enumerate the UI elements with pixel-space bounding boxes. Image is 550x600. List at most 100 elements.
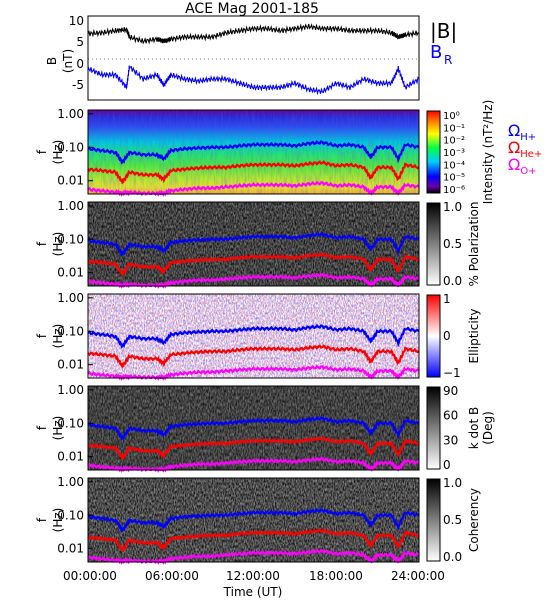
freq-tick: 0.01 <box>57 174 84 188</box>
intensity-colorbar <box>426 110 441 194</box>
freq-label-unit: (Hz) <box>51 140 65 165</box>
legend-b-r-sub: R <box>444 53 452 67</box>
panel-k-dot-b: 1.00 0.10 0.01 f (Hz) 90 60 30 0 k dot B (Deg) <box>35 383 495 473</box>
colorbar-label: k dot B <box>467 407 481 449</box>
intensity-texture <box>88 110 419 194</box>
colorbar-label: Ellipticity <box>467 309 481 364</box>
omega-he-line <box>87 160 420 185</box>
colorbar-tick: 10⁻⁵ <box>443 173 465 184</box>
panel-ellipticity: 1.00 0.10 0.01 f (Hz) 1 0 −1 Ellipticity <box>35 291 481 381</box>
plot-frame <box>87 201 420 287</box>
b-r-line <box>87 65 420 96</box>
colorbar-tick: 10⁻² <box>443 136 465 147</box>
time-tick: 06:00:00 <box>145 569 199 583</box>
panel-b-field: 10 5 0 -5 B (nT) |B| B R <box>45 14 457 101</box>
colorbar-tick: 10⁻⁴ <box>443 160 465 171</box>
legend-b-r: B <box>430 42 442 63</box>
colorbar-tick: 0.0 <box>443 550 462 564</box>
freq-label-unit: (Hz) <box>51 508 65 533</box>
colorbar-tick: 1 <box>443 292 451 306</box>
omega-h-line <box>87 507 420 533</box>
colorbar-label: Intensity (nT²/Hz) <box>481 100 495 205</box>
panel-coherency: 1.00 0.10 0.01 f (Hz) 1.0 0.5 0.0 Coherency <box>35 475 481 565</box>
freq-label-unit: (Hz) <box>51 416 65 441</box>
k-dot-b-colorbar <box>426 386 441 470</box>
freq-tick: 0.01 <box>57 358 84 372</box>
b-ytick: 10 <box>69 14 84 28</box>
omega-h-line <box>87 231 420 257</box>
colorbar-tick: 1.0 <box>443 200 462 214</box>
b-lines <box>87 23 420 96</box>
ellipticity-texture-2 <box>88 294 419 378</box>
freq-tick: 0.10 <box>57 232 84 246</box>
omega-o-line <box>87 272 420 289</box>
coherency-texture <box>88 478 419 562</box>
freq-label-unit: (Hz) <box>51 324 65 349</box>
omega-o-line <box>87 180 420 197</box>
freq-tick: 0.01 <box>57 542 84 556</box>
colorbar-label-unit: (Deg) <box>481 411 495 445</box>
time-axis-label: Time (UT) <box>223 585 283 599</box>
colorbar-tick: 0.5 <box>443 237 462 251</box>
omega-o-line <box>87 456 420 473</box>
k-dot-b-texture <box>88 386 419 470</box>
b-ytick: 5 <box>76 35 84 49</box>
freq-tick: 0.10 <box>57 324 84 338</box>
b-total-line <box>87 23 420 45</box>
colorbar-tick: 10⁻³ <box>443 148 465 159</box>
polarization-texture <box>88 202 419 286</box>
polarization-colorbar <box>426 202 441 286</box>
figure-title: ACE Mag 2001-185 <box>185 1 319 17</box>
colorbar-tick: −1 <box>443 366 461 380</box>
coherency-colorbar <box>426 478 441 562</box>
freq-tick: 0.01 <box>57 450 84 464</box>
colorbar-tick: 0.0 <box>443 274 462 288</box>
omega-he-line <box>87 528 420 553</box>
freq-label: f <box>35 333 49 338</box>
colorbar-tick: 0 <box>443 458 451 472</box>
colorbar-tick: 10⁻⁶ <box>443 185 465 196</box>
plot-frame <box>87 477 420 563</box>
omega-o-line <box>87 548 420 565</box>
panel-polarization: 1.00 0.10 0.01 f (Hz) 1.0 0.5 0.0 % Polarization <box>35 199 481 289</box>
omega-h-line <box>87 415 420 441</box>
colorbar-tick: 90 <box>443 384 458 398</box>
freq-tick: 0.10 <box>57 508 84 522</box>
b-ylabel-unit: (nT) <box>61 49 75 73</box>
freq-tick: 1.00 <box>57 199 84 213</box>
colorbar-label: Coherency <box>467 488 481 552</box>
freq-label: f <box>35 517 49 522</box>
freq-tick: 1.00 <box>57 291 84 305</box>
omega-he-line <box>87 252 420 277</box>
colorbar-tick: 1.0 <box>443 476 462 490</box>
time-tick: 18:00:00 <box>309 569 363 583</box>
freq-label: f <box>35 149 49 154</box>
freq-tick: 1.00 <box>57 107 84 121</box>
freq-tick: 1.00 <box>57 475 84 489</box>
omega-he-line <box>87 436 420 461</box>
freq-tick: 0.01 <box>57 266 84 280</box>
b-ytick: 0 <box>76 57 84 71</box>
freq-label: f <box>35 425 49 430</box>
omega-o-line <box>87 364 420 381</box>
colorbar-tick: 10⁰ <box>443 111 460 122</box>
freq-tick: 0.10 <box>57 140 84 154</box>
time-tick: 00:00:00 <box>63 569 117 583</box>
omega-h-line <box>87 139 420 165</box>
b-ylabel: B <box>45 57 59 65</box>
time-tick: 24:00:00 <box>391 569 445 583</box>
plot-frame <box>87 293 420 379</box>
freq-label-unit: (Hz) <box>51 232 65 257</box>
freq-tick: 1.00 <box>57 383 84 397</box>
time-axis: 00:00:00 06:00:00 12:00:00 18:00:00 24:0… <box>63 569 445 599</box>
ellipticity-colorbar <box>426 294 441 378</box>
plot-frame <box>87 109 420 195</box>
colorbar-tick: 0 <box>443 329 451 343</box>
legend-b-total: |B| <box>430 19 457 43</box>
omega-h-line <box>87 323 420 349</box>
time-tick: 12:00:00 <box>226 569 280 583</box>
omega-he-line <box>87 344 420 369</box>
freq-label: f <box>35 241 49 246</box>
